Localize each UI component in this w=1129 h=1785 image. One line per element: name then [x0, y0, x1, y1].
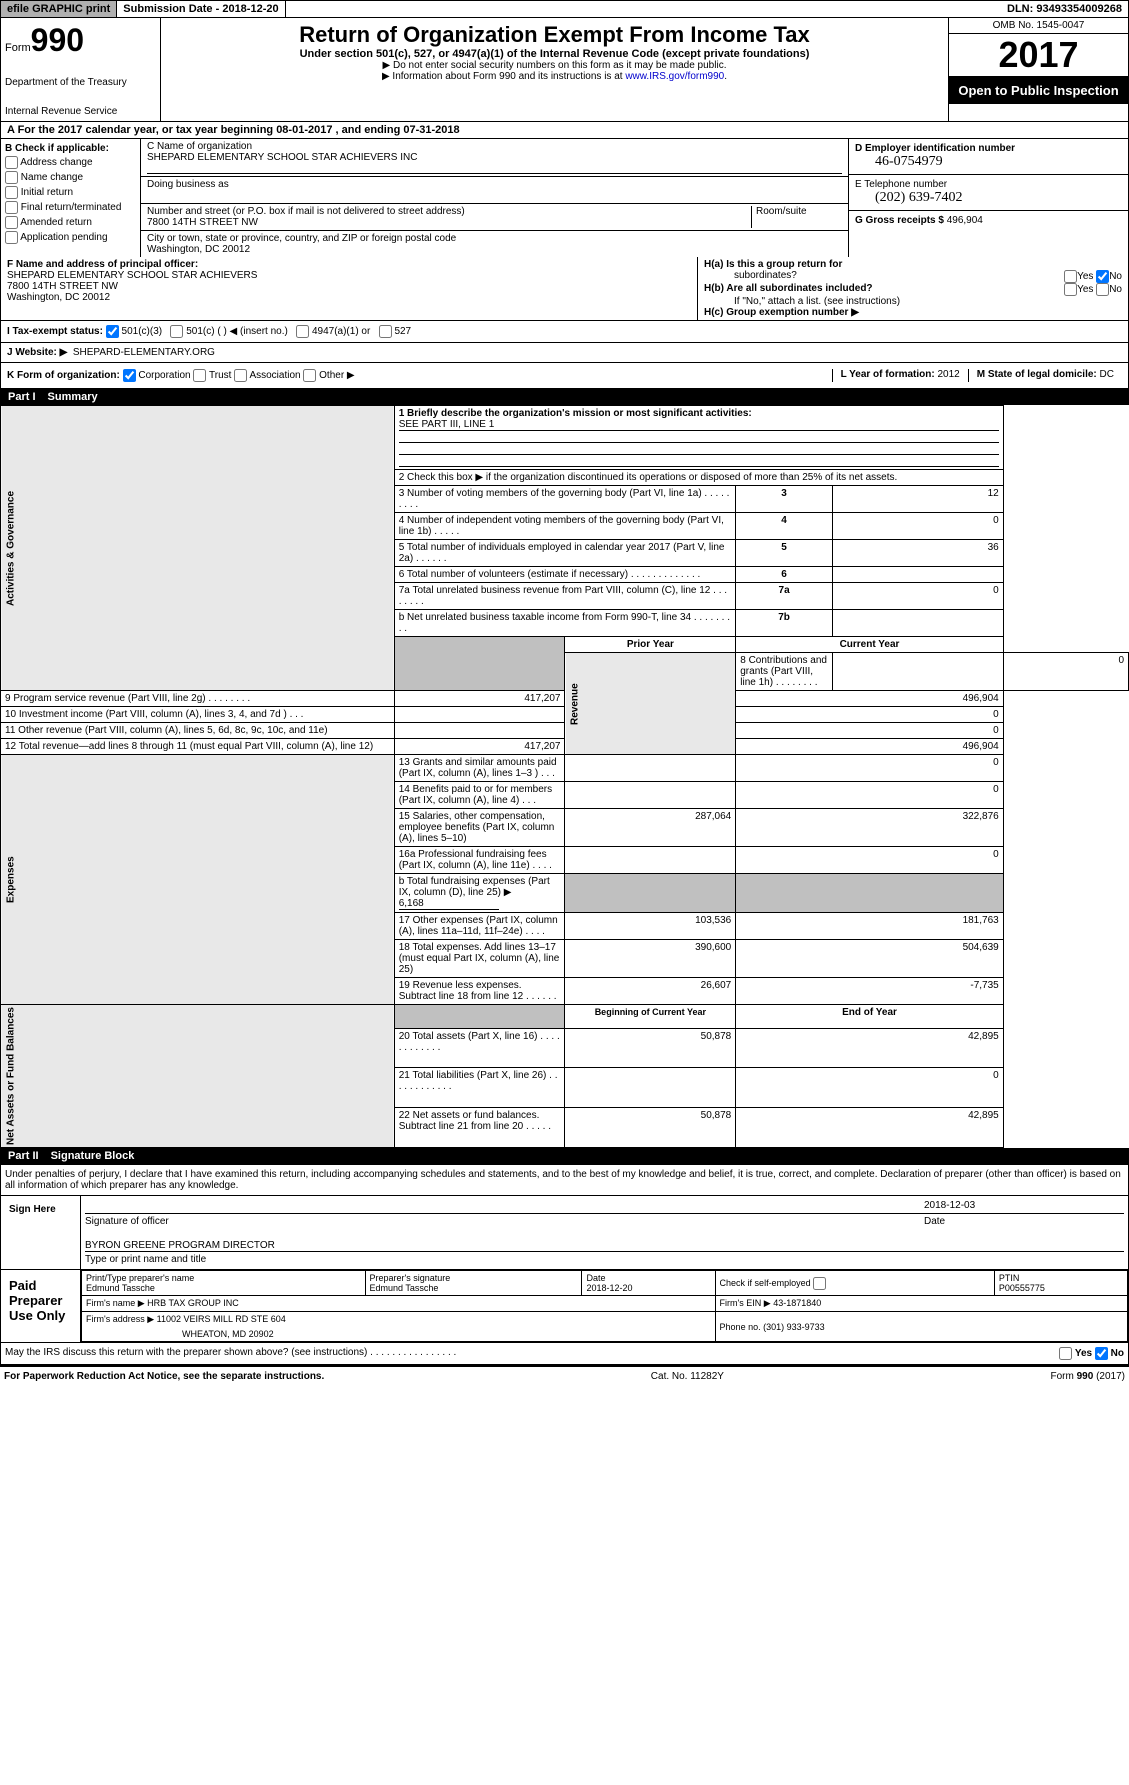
col-c: C Name of organizationSHEPARD ELEMENTARY…	[141, 139, 848, 257]
cb-assoc[interactable]	[234, 369, 247, 382]
cb-amended[interactable]	[5, 216, 18, 229]
dln: DLN: 93493354009268	[1001, 1, 1128, 17]
cb-hb-yes[interactable]	[1064, 283, 1077, 296]
cb-ha-no[interactable]	[1096, 270, 1109, 283]
cb-527[interactable]	[379, 325, 392, 338]
part1-header: Part ISummary	[0, 389, 1129, 405]
form-header: Form990 Department of the Treasury Inter…	[0, 18, 1129, 122]
ein: 46-0754979	[855, 154, 1122, 170]
summary-table: Activities & Governance 1 Briefly descri…	[0, 405, 1129, 1148]
cb-4947[interactable]	[296, 325, 309, 338]
submission-date: Submission Date - 2018-12-20	[117, 1, 285, 17]
col-d: D Employer identification number46-07549…	[848, 139, 1128, 257]
form-title: Return of Organization Exempt From Incom…	[165, 22, 944, 48]
cb-discuss-yes[interactable]	[1059, 1347, 1072, 1360]
org-name: SHEPARD ELEMENTARY SCHOOL STAR ACHIEVERS…	[147, 152, 417, 163]
cb-501c3[interactable]	[106, 325, 119, 338]
cb-ha-yes[interactable]	[1064, 270, 1077, 283]
section-a: A For the 2017 calendar year, or tax yea…	[0, 122, 1129, 139]
cb-discuss-no[interactable]	[1095, 1347, 1108, 1360]
row-k: K Form of organization: Corporation Trus…	[0, 363, 1129, 389]
gross-receipts: 496,904	[947, 215, 983, 226]
row-f: F Name and address of principal officer:…	[0, 257, 1129, 321]
row-i: I Tax-exempt status: 501(c)(3) 501(c) ( …	[0, 321, 1129, 343]
cb-address-change[interactable]	[5, 156, 18, 169]
form-number-block: Form990 Department of the Treasury Inter…	[1, 18, 161, 121]
cb-name-change[interactable]	[5, 171, 18, 184]
cb-other[interactable]	[303, 369, 316, 382]
website: SHEPARD-ELEMENTARY.ORG	[73, 347, 215, 358]
phone: (202) 639-7402	[855, 190, 1122, 206]
cb-hb-no[interactable]	[1096, 283, 1109, 296]
header-bar: efile GRAPHIC print Submission Date - 20…	[0, 0, 1129, 18]
cb-501c[interactable]	[170, 325, 183, 338]
row-j: J Website: ▶ SHEPARD-ELEMENTARY.ORG	[0, 343, 1129, 363]
signature-block: Under penalties of perjury, I declare th…	[0, 1164, 1129, 1365]
form-title-block: Return of Organization Exempt From Incom…	[161, 18, 948, 121]
cb-application-pending[interactable]	[5, 231, 18, 244]
part2-header: Part IISignature Block	[0, 1148, 1129, 1164]
cb-self-employed[interactable]	[813, 1277, 826, 1290]
irs-link[interactable]: www.IRS.gov/form990	[625, 71, 724, 82]
efile-button[interactable]: efile GRAPHIC print	[1, 1, 117, 17]
cb-trust[interactable]	[193, 369, 206, 382]
cb-corp[interactable]	[123, 369, 136, 382]
footer: For Paperwork Reduction Act Notice, see …	[0, 1365, 1129, 1386]
city: Washington, DC 20012	[147, 244, 250, 255]
cb-initial-return[interactable]	[5, 186, 18, 199]
street: 7800 14TH STREET NW	[147, 217, 258, 228]
info-grid: B Check if applicable: Address change Na…	[0, 139, 1129, 257]
col-b-checkboxes: B Check if applicable: Address change Na…	[1, 139, 141, 257]
cb-final-return[interactable]	[5, 201, 18, 214]
year-block: OMB No. 1545-0047 2017 Open to Public In…	[948, 18, 1128, 121]
